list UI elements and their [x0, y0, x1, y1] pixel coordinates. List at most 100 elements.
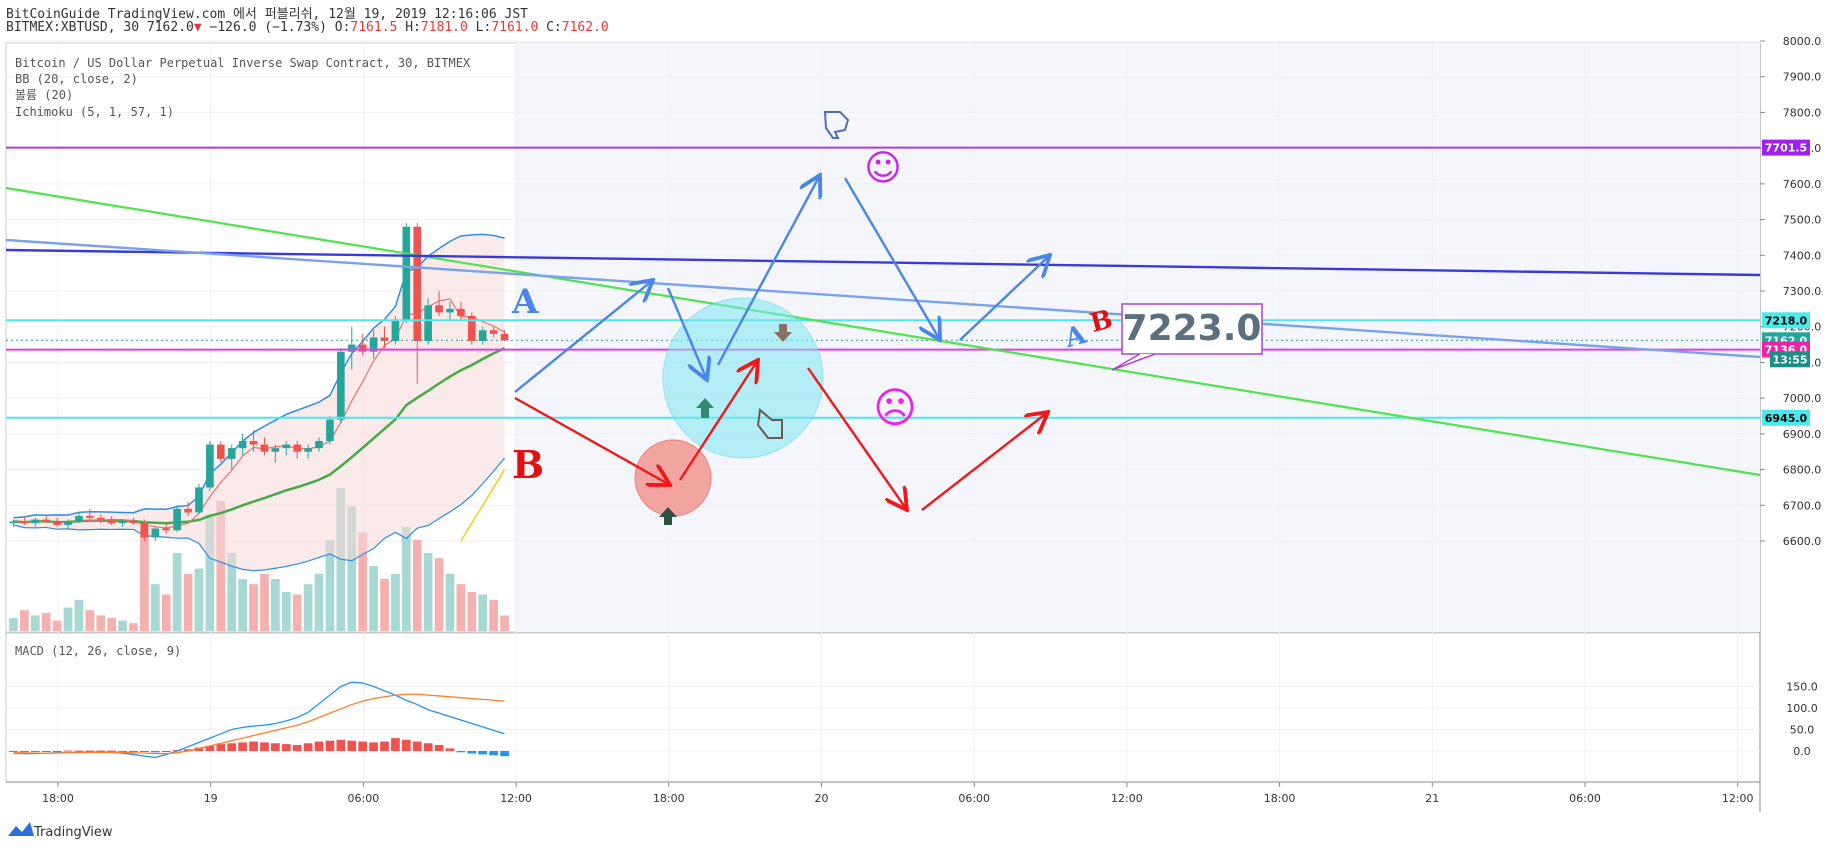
candle-body — [435, 305, 443, 313]
price-tick-label: 6600.0 — [1783, 535, 1822, 548]
candle-body — [369, 337, 378, 352]
macd-histogram-bar — [456, 751, 466, 753]
pointing-hand-icon — [756, 408, 783, 439]
price-tick-label: 7800.0 — [1783, 106, 1822, 119]
volume-bar — [434, 558, 444, 631]
legend-ichimoku: Ichimoku (5, 1, 57, 1) — [15, 105, 174, 119]
support-trendline — [5, 238, 1761, 359]
macd-histogram-bar — [150, 751, 160, 753]
volume-bar — [74, 599, 84, 631]
macd-histogram-bar — [183, 749, 193, 751]
macd-histogram-bar — [107, 750, 117, 752]
volume-bar — [347, 506, 357, 631]
candle-body — [42, 519, 51, 522]
macd-histogram-bar — [96, 750, 106, 752]
red-scenario-arrow — [678, 360, 758, 481]
macd-histogram-bar — [41, 751, 51, 752]
header-line2: BITMEX:XBTUSD, 30 7162.0▼ −126.0 (−1.73%… — [6, 20, 609, 35]
candle-body — [489, 330, 498, 334]
price-tag-label: 7701.5 — [1765, 142, 1807, 155]
close-value: 7162.0 — [561, 20, 609, 35]
tradingview-logo-icon — [8, 822, 34, 836]
volume-bar — [271, 579, 280, 631]
macd-series — [9, 681, 509, 759]
symbol-label: BITMEX:XBTUSD, 30 — [6, 20, 140, 35]
volume-bar — [118, 620, 127, 631]
price-tick-label: 8000.0 — [1783, 35, 1822, 48]
macd-histogram-bar — [238, 742, 247, 751]
down-arrow-icon: ▼ — [193, 20, 202, 35]
blue-scenario-arrow — [716, 175, 820, 366]
target-box-pointer — [1111, 353, 1156, 371]
candle-body — [195, 487, 203, 513]
price-tag — [1762, 409, 1810, 426]
candle-body — [53, 521, 61, 525]
blue-scenario-arrow — [843, 177, 940, 340]
macd-histogram-bar — [401, 739, 411, 751]
candle-body — [304, 448, 312, 452]
bollinger-band-fill — [13, 234, 505, 571]
candle-body — [162, 528, 171, 531]
legend-volume: 볼륨 (20) — [15, 88, 73, 102]
red-scenario-arrow — [921, 412, 1048, 511]
candle-body — [151, 528, 160, 538]
candle-body — [402, 226, 411, 320]
candle-body — [424, 305, 432, 341]
volume-bar — [194, 568, 204, 631]
price-tick-label: 7600.0 — [1783, 178, 1822, 191]
time-tick-label: 12:00 — [500, 792, 532, 805]
low-value: 7161.0 — [491, 20, 539, 35]
up-arrow-icon — [696, 398, 714, 418]
macd-histogram-bar — [249, 741, 258, 751]
volume-bar — [41, 612, 51, 631]
open-label: O: — [334, 20, 351, 35]
price-tick-label: 7900.0 — [1783, 71, 1822, 84]
resistance-trendline — [5, 248, 1761, 277]
candle-body — [227, 448, 236, 459]
price-tag — [1762, 312, 1810, 329]
up-arrow-icon — [659, 507, 677, 525]
red-scenario-arrow — [807, 367, 907, 510]
bollinger-lower — [13, 457, 506, 572]
macd-histogram-bar — [30, 751, 40, 752]
macd-tick-label: 100.0 — [1786, 702, 1818, 715]
candle-body — [446, 308, 454, 313]
ichimoku-lagging — [460, 469, 506, 542]
macd-histogram-bar — [161, 751, 171, 752]
countdown-label: 13:55 — [1772, 353, 1807, 366]
time-tick-label: 06:00 — [1569, 792, 1601, 805]
candle-body — [140, 523, 149, 538]
macd-tick-label: 150.0 — [1786, 681, 1818, 694]
candle-body — [293, 444, 302, 452]
candle-body — [315, 441, 323, 449]
target-price-box[interactable] — [1121, 303, 1263, 355]
volume-bar — [150, 584, 160, 631]
macd-histogram-bar — [336, 739, 346, 751]
volume-bar — [63, 607, 73, 631]
candle-body — [118, 521, 127, 524]
open-value: 7161.5 — [350, 20, 398, 35]
candle-body — [216, 444, 225, 459]
candle-body — [337, 351, 345, 420]
blue-scenario-arrow — [514, 280, 653, 393]
volume-bar — [369, 566, 378, 631]
ichimoku-conversion — [13, 298, 505, 529]
macd-histogram-bar — [281, 744, 291, 751]
candle-body — [249, 441, 258, 445]
red-scenario-arrow — [514, 396, 670, 485]
footer-brand: TradingView — [33, 825, 113, 840]
volume-bar — [303, 584, 313, 631]
macd-histogram-bar — [369, 742, 378, 751]
price-axis[interactable]: 8000.07900.07800.07700.07600.07500.07400… — [1760, 35, 1821, 548]
low-label: L: — [475, 20, 492, 35]
macd-histogram-bar — [216, 744, 226, 751]
macd-histogram-bar — [347, 740, 357, 751]
macd-histogram-bar — [380, 741, 389, 751]
countdown-tag — [1770, 351, 1810, 368]
time-axis[interactable]: 18:00 19 06:00 12:00 18:00 20 06:00 12:00 18:00 2… — [42, 782, 1754, 805]
macd-histogram-bar — [303, 743, 313, 751]
smile-icon: ☺ — [864, 148, 902, 189]
target-price-text: 7223.0 — [1123, 308, 1262, 349]
volume-bar — [96, 615, 106, 631]
